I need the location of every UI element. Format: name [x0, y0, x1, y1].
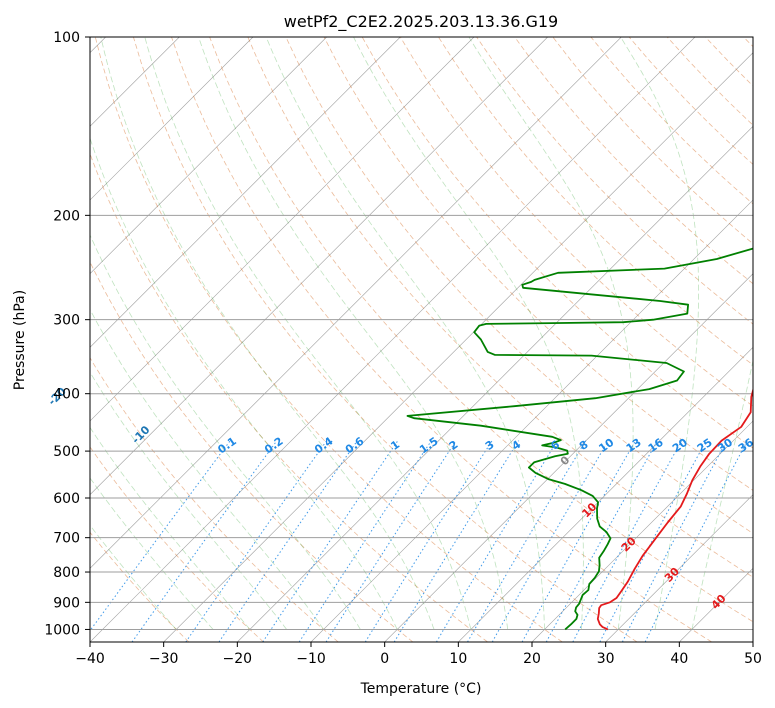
background-lines	[90, 37, 753, 642]
dry-adiabat-line	[90, 531, 190, 642]
mixing-ratio-line	[298, 440, 432, 642]
moist-adiabat-line	[90, 234, 361, 630]
plot-background	[90, 37, 753, 642]
x-tick-label: 50	[744, 651, 762, 667]
mixing-ratio-line	[467, 440, 587, 642]
y-tick-label: 1000	[44, 622, 80, 638]
temperature-profile-line	[596, 387, 753, 631]
y-tick-label: 300	[53, 313, 80, 329]
moist-adiabat-line	[620, 37, 699, 630]
dry-adiabat-line	[438, 37, 753, 366]
isotherm-line	[90, 37, 254, 201]
moist-adiabat-line	[90, 477, 214, 630]
y-axis-label: Pressure (hPa)	[12, 290, 28, 390]
mixing-ratio-line	[185, 440, 328, 642]
mixing-ratio-line	[435, 440, 558, 642]
dry-adiabat-line	[90, 261, 414, 642]
moist-adiabat-line	[198, 37, 509, 630]
dry-adiabat-line	[133, 37, 638, 642]
moist-adiabat-line	[90, 426, 251, 630]
moist-adiabat-line	[100, 37, 435, 630]
dry-adiabat-line	[171, 37, 712, 642]
dry-adiabat-line	[90, 357, 339, 642]
x-tick-label: −10	[296, 651, 326, 667]
isotherm-line	[752, 641, 753, 642]
dry-adiabat-line	[209, 37, 753, 623]
isotherm-line	[237, 125, 753, 642]
x-tick-label: −40	[75, 651, 105, 667]
isotherm-line	[90, 37, 401, 348]
y-tick-label: 400	[53, 387, 80, 403]
dry-adiabat-line	[285, 37, 753, 534]
dry-adiabat-line	[399, 37, 753, 407]
isotherm-line	[90, 37, 548, 496]
dry-adiabat-line	[247, 37, 753, 578]
isotherm-line	[384, 273, 753, 642]
x-tick-label: 30	[597, 651, 615, 667]
mixing-ratio-line	[90, 440, 231, 632]
x-axis: −40 −30 −20 −10 0 10 20 30 40 50	[75, 642, 762, 667]
pressure-gridlines	[90, 37, 753, 630]
isotherm-line	[605, 494, 753, 642]
moist-adiabat-line	[265, 37, 545, 630]
mixing-ratio-line	[545, 440, 659, 642]
dry-adiabat-line	[90, 446, 264, 642]
y-tick-label: 100	[53, 30, 80, 46]
moist-adiabat-line	[691, 358, 753, 630]
mixing-ratio-line	[521, 440, 637, 642]
isotherm-line	[310, 199, 753, 642]
moist-adiabat-line	[90, 137, 398, 630]
dry-adiabat-line	[323, 37, 753, 491]
x-tick-label: 10	[449, 651, 467, 667]
mixing-ratio-line	[644, 440, 748, 642]
x-tick-label: −20	[223, 651, 253, 667]
mixing-ratio-line	[364, 440, 493, 642]
y-tick-label: 200	[53, 208, 80, 224]
isotherm-line	[90, 37, 327, 275]
y-tick-label: 700	[53, 531, 80, 547]
moist-adiabat-line	[90, 524, 177, 630]
y-tick-label: 900	[53, 595, 80, 611]
isotherm-line	[163, 52, 753, 642]
isotherm-line	[90, 37, 475, 422]
moist-adiabat-line	[353, 37, 584, 630]
mixing-ratio-line	[262, 440, 399, 642]
chart-title: wetPf2_C2E2.2025.203.13.36.G19	[284, 12, 558, 32]
moist-adiabat-line	[90, 371, 288, 630]
y-tick-label: 600	[53, 491, 80, 507]
dry-adiabat-line	[90, 152, 488, 642]
y-tick-label: 800	[53, 565, 80, 581]
mixing-ratio-line	[572, 440, 683, 642]
isotherm-line	[90, 37, 622, 569]
dry-adiabat-line	[514, 37, 753, 285]
dry-adiabat-line	[361, 37, 753, 449]
x-tick-label: −30	[149, 651, 179, 667]
plot-frame	[89, 36, 754, 643]
isotherm-line	[531, 420, 753, 642]
isotherm-line	[458, 346, 753, 642]
x-tick-label: 40	[670, 651, 688, 667]
dry-adiabat-line	[94, 37, 563, 642]
moist-adiabat-line	[468, 37, 634, 630]
mixing-ratio-line	[325, 440, 457, 642]
y-axis: 100 200 300 400 500 600 700 800 900 1000	[44, 30, 90, 638]
profiles	[406, 247, 753, 631]
mixing-ratio-line	[131, 440, 278, 642]
x-tick-label: 20	[523, 651, 541, 667]
y-tick-label: 500	[53, 444, 80, 460]
dewpoint-profile-line	[406, 247, 753, 631]
mixing-ratio-line	[393, 440, 520, 642]
mixing-ratio-line	[491, 440, 609, 642]
x-axis-label: Temperature (°C)	[360, 681, 482, 697]
x-tick-label: 0	[380, 651, 389, 667]
isotherm-line	[90, 37, 696, 642]
